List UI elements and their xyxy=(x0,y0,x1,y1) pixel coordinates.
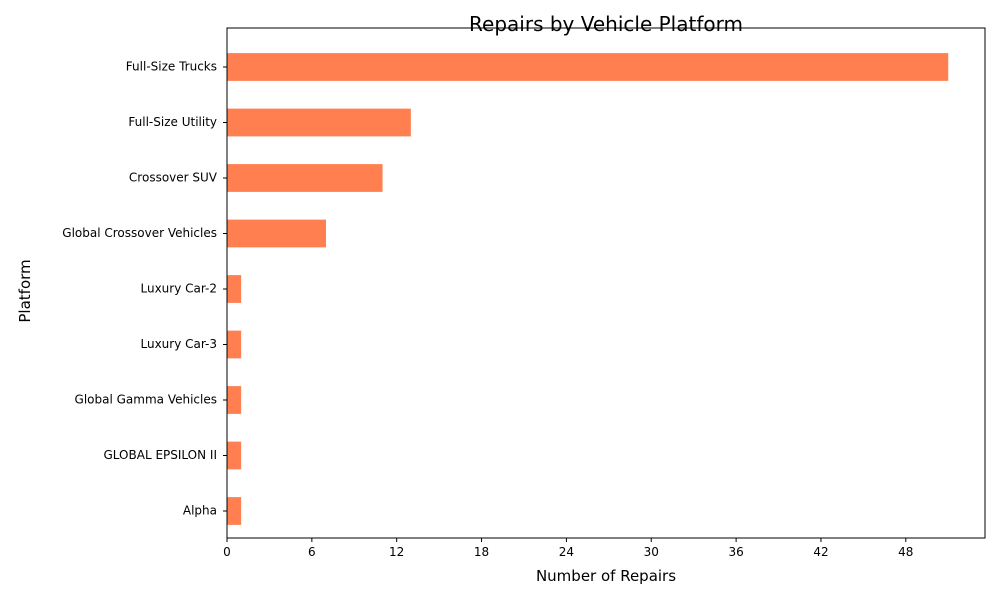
y-tick-label: Luxury Car-3 xyxy=(141,337,218,351)
x-tick-label: 48 xyxy=(898,545,913,559)
y-tick-label: Global Gamma Vehicles xyxy=(75,393,217,407)
y-tick-label: Full-Size Trucks xyxy=(126,60,217,74)
y-tick-label: GLOBAL EPSILON II xyxy=(104,448,218,462)
y-tick-label: Global Crossover Vehicles xyxy=(62,226,217,240)
x-axis-ticks: 0 6 12 18 24 30 36 42 48 xyxy=(223,538,913,559)
chart-title: Repairs by Vehicle Platform xyxy=(469,12,743,36)
bar xyxy=(227,108,411,137)
y-tick-label: Full-Size Utility xyxy=(128,115,217,129)
x-tick-label: 42 xyxy=(813,545,828,559)
x-axis-title: Number of Repairs xyxy=(536,567,676,585)
bar xyxy=(227,441,242,470)
y-tick-label: Alpha xyxy=(183,504,217,518)
y-tick-label: Luxury Car-2 xyxy=(141,282,218,296)
x-tick-label: 6 xyxy=(308,545,316,559)
y-tick-label: Crossover SUV xyxy=(129,171,218,185)
x-tick-label: 36 xyxy=(728,545,743,559)
bar xyxy=(227,497,242,525)
x-tick-label: 12 xyxy=(389,545,404,559)
x-tick-label: 18 xyxy=(474,545,489,559)
plot-area-frame xyxy=(226,27,986,539)
x-tick-label: 30 xyxy=(644,545,659,559)
bar xyxy=(227,219,326,248)
bar xyxy=(227,330,242,359)
bar xyxy=(227,275,242,303)
y-axis-title: Platform xyxy=(16,259,34,322)
bars-group xyxy=(227,53,949,525)
x-tick-label: 24 xyxy=(559,545,574,559)
bar xyxy=(227,386,242,414)
bar xyxy=(227,164,383,192)
x-tick-label: 0 xyxy=(223,545,231,559)
y-axis-ticks: Full-Size Trucks Full-Size Utility Crossov… xyxy=(62,60,227,518)
bar xyxy=(227,53,949,81)
